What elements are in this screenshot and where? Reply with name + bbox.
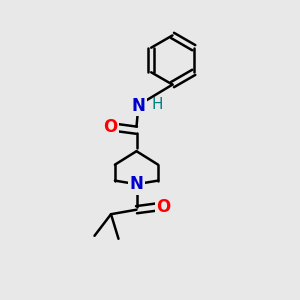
Text: N: N — [130, 175, 143, 193]
Text: O: O — [103, 118, 118, 136]
Text: H: H — [152, 97, 163, 112]
Text: O: O — [156, 198, 171, 216]
Text: N: N — [131, 97, 145, 115]
